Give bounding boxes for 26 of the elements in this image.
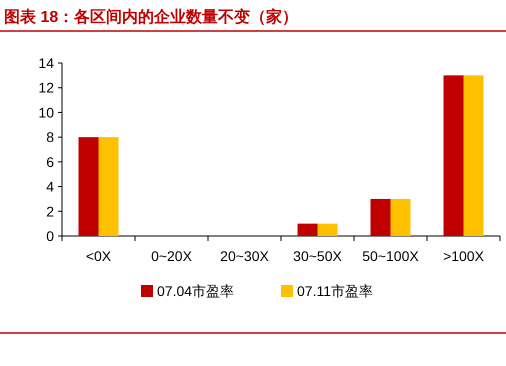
bar [444, 75, 464, 236]
x-tick-label: 30~50X [293, 248, 342, 264]
bar [464, 75, 484, 236]
y-tick-label: 14 [38, 55, 54, 71]
y-tick-label: 2 [46, 203, 54, 220]
title: 图表 18：各区间内的企业数量不变（家） [4, 9, 298, 26]
x-tick-label: >100X [443, 248, 485, 264]
plot: 0 2 4 6 8 10 12 14 <0X 0~20X 20~30X 30~50X 50~100X >100X [38, 55, 500, 264]
legend-label: 07.11市盈率 [297, 283, 373, 299]
bar [370, 198, 390, 236]
x-tick-label: <0X [86, 248, 112, 264]
x-tick-label: 50~100X [362, 248, 420, 264]
x-tick-label: 20~30X [220, 248, 270, 264]
y-tick-label: 6 [46, 154, 54, 170]
bar [78, 137, 98, 236]
bar [390, 198, 410, 236]
bar [98, 137, 118, 236]
y-tick-label: 8 [46, 129, 54, 146]
x-tick-label: 0~20X [151, 248, 193, 264]
bar [298, 224, 318, 236]
y-tick-label: 0 [46, 228, 54, 244]
bar [318, 224, 338, 236]
y-tick-label: 10 [38, 104, 54, 120]
y-tick-label: 12 [38, 80, 54, 96]
y-tick-label: 4 [46, 178, 54, 195]
legend-label: 07.04市盈率 [157, 283, 234, 299]
